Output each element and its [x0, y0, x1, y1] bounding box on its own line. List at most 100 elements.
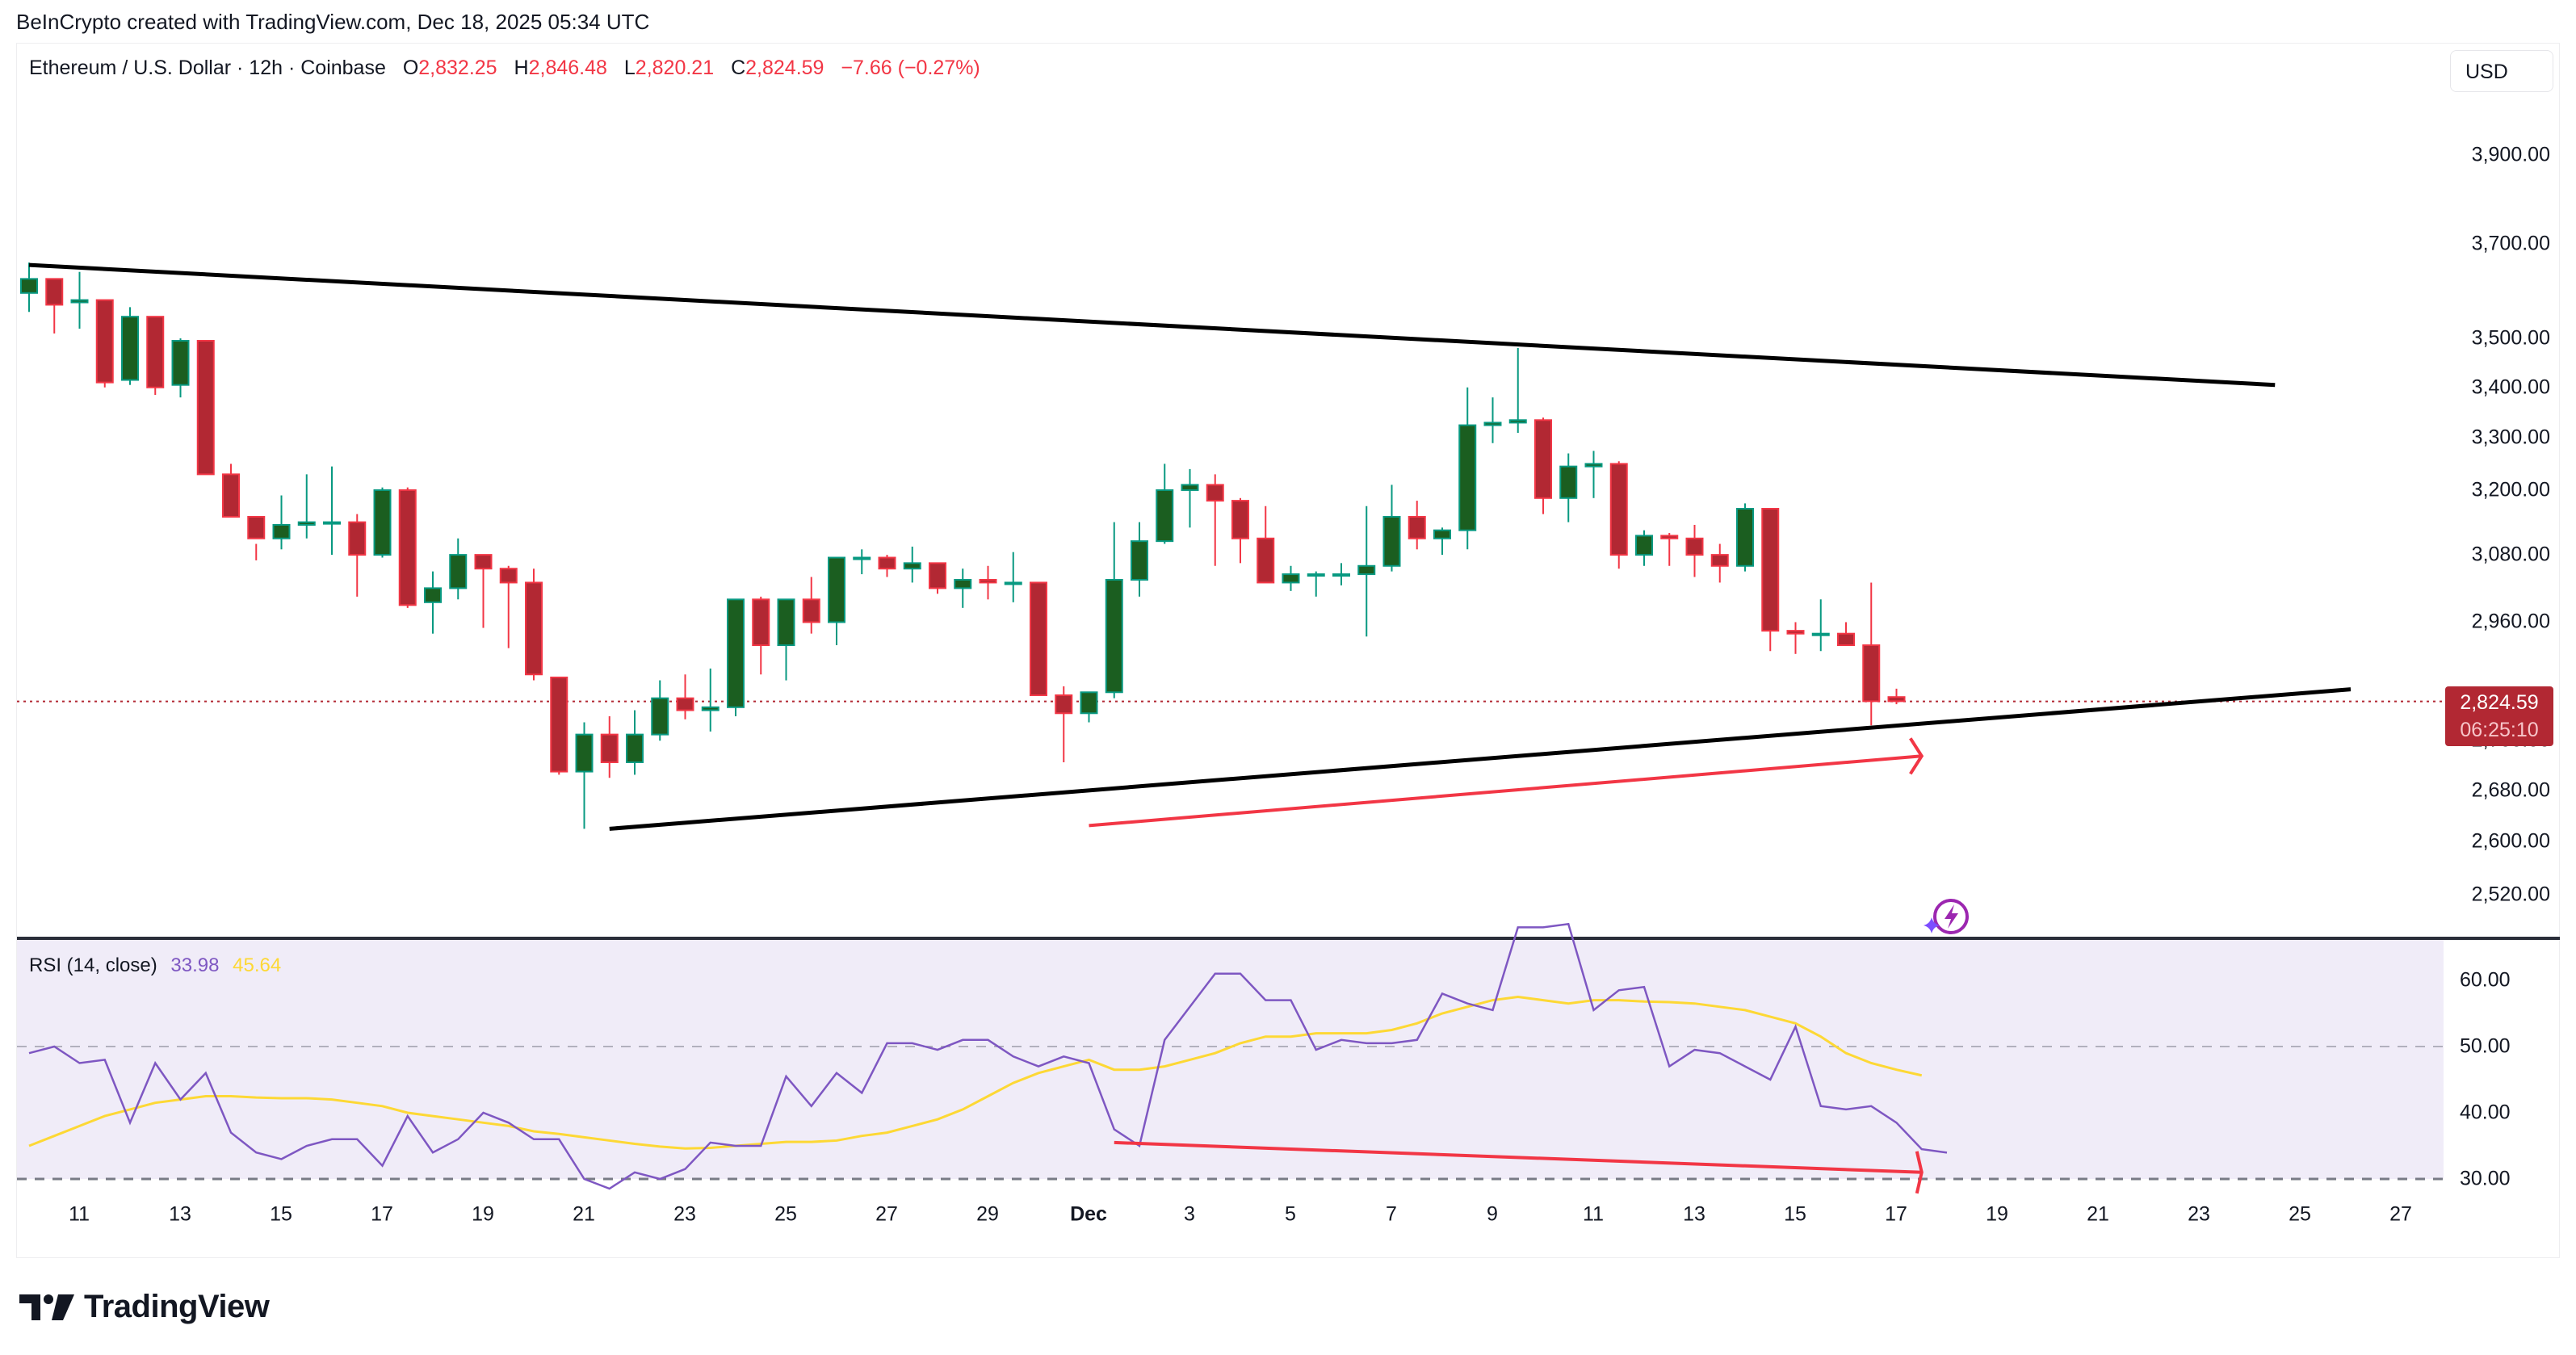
candle	[171, 338, 190, 398]
candle	[272, 495, 291, 550]
price-axis-label: 2,520.00	[2471, 883, 2550, 906]
candle	[1382, 485, 1401, 572]
time-axis-label: 3	[1184, 1202, 1195, 1226]
candle	[1584, 451, 1603, 498]
candle	[1786, 622, 1805, 654]
candle-countdown: 06:25:10	[2460, 719, 2539, 741]
rsi-line	[28, 922, 1948, 1190]
candle	[20, 262, 38, 313]
candle	[1105, 522, 1123, 698]
candle	[1887, 688, 1906, 705]
candle	[1508, 347, 1527, 434]
candle	[600, 716, 619, 778]
rsi-lower-lows-arrow	[1114, 1140, 1922, 1174]
candle	[878, 555, 896, 577]
candle	[323, 466, 341, 556]
candle	[1458, 387, 1477, 550]
time-axis-label: 27	[2389, 1202, 2412, 1226]
candle	[954, 568, 972, 608]
candle	[575, 722, 594, 829]
currency-button[interactable]: USD	[2450, 50, 2553, 92]
time-axis-label: 5	[1285, 1202, 1296, 1226]
candle	[1685, 524, 1704, 577]
lower-trendline	[609, 687, 2352, 831]
time-axis-label: 15	[270, 1202, 292, 1226]
high-value: 2,846.48	[528, 57, 607, 79]
candle	[1837, 622, 1855, 647]
candle	[626, 710, 644, 775]
candle	[802, 577, 820, 634]
candle	[95, 299, 114, 388]
candle	[1004, 552, 1022, 602]
upper-trendline	[28, 262, 2276, 388]
candle	[929, 562, 946, 594]
open-label: O	[402, 57, 419, 79]
time-axis-label: 27	[875, 1202, 898, 1226]
rsi-background	[17, 940, 2444, 1179]
time-axis-label: 23	[2188, 1202, 2210, 1226]
rsi-arrow-head-icon	[1915, 1151, 1924, 1194]
time-axis-label: 7	[1386, 1202, 1397, 1226]
candle	[1559, 453, 1578, 522]
candle	[499, 565, 518, 648]
close-label: C	[731, 57, 746, 79]
price-axis-label: 2,960.00	[2471, 610, 2550, 633]
symbol-title: Ethereum / U.S. Dollar · 12h · Coinbase	[29, 57, 386, 79]
current-price-tag: 2,824.59 06:25:10	[2445, 686, 2553, 746]
lightning-indicator-icon[interactable]	[1924, 899, 1969, 934]
candle	[1156, 464, 1174, 544]
candle	[1131, 522, 1148, 597]
candle	[70, 271, 89, 329]
price-higher-lows-arrow	[1089, 754, 1922, 828]
candle	[1862, 582, 1881, 726]
price-axis-label: 3,900.00	[2471, 143, 2550, 166]
candle	[1811, 599, 1830, 652]
price-axis-label: 3,700.00	[2471, 232, 2550, 255]
candle	[676, 674, 694, 719]
rsi-legend: RSI (14, close) 33.98 45.64	[29, 954, 281, 977]
candle	[348, 514, 367, 597]
candle	[1357, 506, 1376, 637]
time-axis-label: 19	[472, 1202, 494, 1226]
candle	[1206, 474, 1224, 566]
rsi-value: 33.98	[170, 954, 220, 976]
candle	[550, 676, 568, 775]
candle	[1660, 533, 1679, 566]
current-price: 2,824.59	[2460, 691, 2539, 714]
symbol-legend: Ethereum / U.S. Dollar · 12h · Coinbase …	[29, 57, 980, 80]
attribution-text: BeInCrypto created with TradingView.com,…	[16, 10, 650, 34]
candle	[196, 339, 215, 476]
time-axis-label: 23	[673, 1202, 696, 1226]
rsi-axis-label: 50.00	[2460, 1034, 2511, 1058]
candle	[1257, 506, 1275, 584]
candle	[727, 598, 745, 717]
tradingview-logo-icon	[19, 1294, 74, 1320]
candle	[146, 316, 165, 396]
arrow-head-icon	[1909, 737, 1924, 775]
time-axis-label: 15	[1784, 1202, 1806, 1226]
candle	[853, 549, 871, 575]
candle	[525, 568, 543, 681]
time-axis-label: 29	[976, 1202, 999, 1226]
candle	[45, 278, 64, 334]
price-axis-label: 2,680.00	[2471, 778, 2550, 802]
candle	[1635, 530, 1653, 566]
candle	[398, 487, 417, 608]
candle	[651, 680, 669, 741]
time-axis-label: 13	[169, 1202, 191, 1226]
candle	[1736, 503, 1754, 572]
time-axis-label: 21	[573, 1202, 595, 1226]
rsi-axis-label: 60.00	[2460, 968, 2511, 992]
rsi-title: RSI (14, close)	[29, 954, 157, 976]
time-axis-label: 13	[1683, 1202, 1705, 1226]
tradingview-logo[interactable]: TradingView	[19, 1289, 270, 1325]
price-axis-label: 3,080.00	[2471, 543, 2550, 566]
candle	[752, 596, 770, 675]
price-axis-label: 3,300.00	[2471, 426, 2550, 449]
candle	[1534, 417, 1552, 514]
candle	[297, 474, 316, 539]
candle	[1433, 527, 1451, 556]
candle	[1282, 565, 1300, 591]
candle	[777, 598, 795, 681]
